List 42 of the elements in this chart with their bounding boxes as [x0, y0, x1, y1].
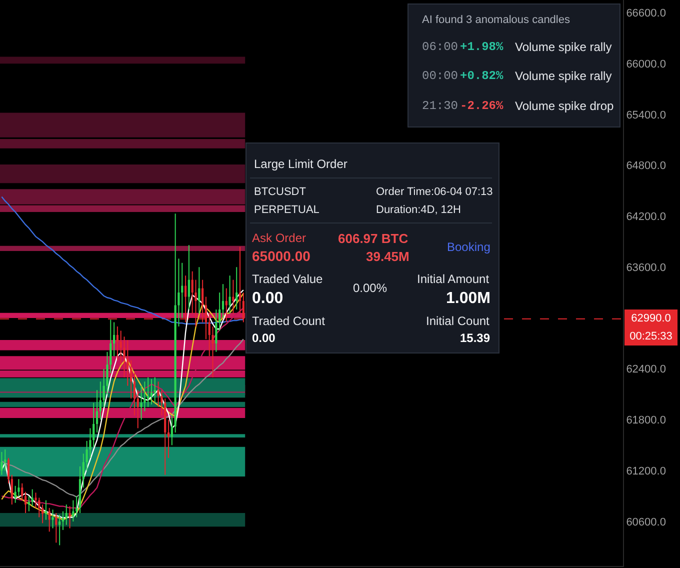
text: 00:25:33 [630, 330, 672, 342]
annotation: Booking [447, 240, 490, 254]
y-tick-label: 61200.0 [626, 465, 666, 478]
ref-line-label: 62990.0 [631, 312, 671, 324]
annotation: 0.00 [252, 331, 276, 345]
y-tick-label: 63600.0 [626, 262, 666, 274]
annotation: 0.00 [252, 290, 284, 307]
annotation: 606.97 BTC [338, 231, 409, 246]
annotation: Volume spike rally [515, 40, 612, 54]
annotation: 15.39 [460, 331, 490, 345]
annotation: AI found 3 anomalous candles [422, 14, 570, 26]
y-tick-label: 65400.0 [626, 109, 666, 122]
annotation: +0.82% [460, 69, 504, 83]
annotation: PERPETUAL [254, 204, 320, 216]
annotation: Initial Amount [417, 272, 490, 286]
y-tick-label: 64200.0 [626, 211, 666, 224]
y-tick-label: 61800.0 [626, 414, 666, 427]
annotation: 65000.00 [252, 248, 311, 264]
annotation: Ask Order [252, 231, 306, 245]
y-tick-label: 66000.0 [626, 58, 666, 70]
y-tick-label: 60600.0 [626, 516, 666, 528]
y-tick-label: 64800.0 [626, 160, 666, 172]
annotation: Order Time:06-04 07:13 [376, 186, 493, 198]
y-tick-label: 62400.0 [626, 364, 666, 376]
annotation: 21:30 [422, 99, 458, 113]
annotation: 39.45M [366, 249, 410, 264]
annotation: BTCUSDT [254, 186, 306, 198]
line-series [1, 338, 244, 498]
annotation: +1.98% [460, 40, 504, 54]
annotation: 06:00 [422, 40, 458, 54]
annotation: 0.00% [353, 281, 388, 295]
y-tick-label: 66600.0 [626, 8, 666, 20]
annotation: Large Limit Order [254, 157, 348, 171]
annotation: Traded Count [252, 314, 326, 328]
annotation: -2.26% [460, 99, 504, 113]
annotation: 00:00 [422, 69, 458, 83]
annotation: 1.00M [446, 290, 490, 307]
annotation: Traded Value [252, 272, 324, 286]
annotation: Initial Count [426, 314, 490, 328]
annotation: Volume spike drop [515, 99, 614, 113]
annotation: Volume spike rally [515, 69, 612, 83]
annotation: Duration:4D, 12H [376, 204, 462, 216]
